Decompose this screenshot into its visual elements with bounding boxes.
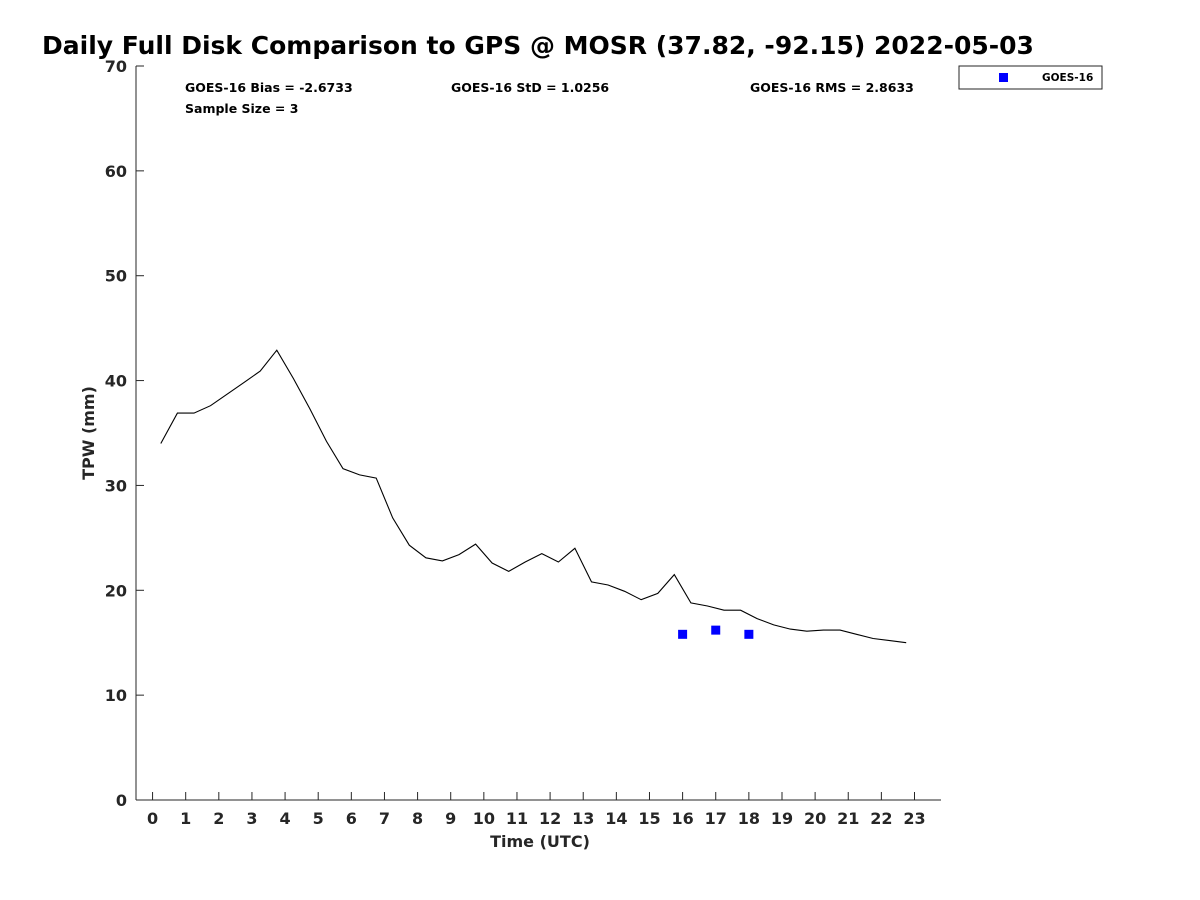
y-tick-label: 40 [105,372,127,391]
x-tick-label: 8 [412,809,423,828]
x-tick-label: 23 [903,809,925,828]
y-tick-label: 50 [105,267,127,286]
x-tick-label: 11 [506,809,528,828]
legend: GOES-16 [958,65,1103,90]
x-tick-label: 2 [213,809,224,828]
y-tick-label: 30 [105,476,127,495]
x-tick-label: 17 [705,809,727,828]
x-axis-label: Time (UTC) [490,832,590,851]
x-tick-label: 10 [473,809,495,828]
bias-stat: GOES-16 Bias = -2.6733 [185,80,353,95]
legend-box [958,65,1103,90]
chart-title: Daily Full Disk Comparison to GPS @ MOSR… [42,31,1034,60]
y-tick-label: 70 [105,57,127,76]
x-tick-label: 1 [180,809,191,828]
x-tick-label: 14 [605,809,627,828]
x-tick-label: 9 [445,809,456,828]
goes-16-point [711,625,721,635]
y-ticks: 0 10 20 30 40 50 60 70 [105,57,144,810]
y-tick-label: 20 [105,581,127,600]
x-tick-label: 7 [379,809,390,828]
legend-marker-goes-16 [999,73,1008,82]
x-tick-label: 0 [147,809,158,828]
x-tick-label: 3 [246,809,257,828]
x-tick-label: 20 [804,809,826,828]
x-tick-label: 6 [346,809,357,828]
x-tick-label: 16 [671,809,693,828]
x-tick-label: 22 [870,809,892,828]
legend-label-goes-16: GOES-16 [1042,72,1093,84]
sample-size-stat: Sample Size = 3 [185,101,298,116]
y-tick-label: 60 [105,162,127,181]
x-ticks: 0 1 2 3 4 5 6 7 8 9 10 11 12 13 14 15 16 17 18 19 20 21 22 23 [147,792,926,828]
x-tick-label: 18 [738,809,760,828]
x-tick-label: 19 [771,809,793,828]
x-tick-label: 5 [313,809,324,828]
goes-16-point [678,629,688,639]
goes-16-point [744,629,754,639]
gps-tpw-line [160,349,907,644]
y-tick-label: 0 [116,791,127,810]
x-tick-label: 4 [280,809,291,828]
x-tick-label: 15 [638,809,660,828]
std-stat: GOES-16 StD = 1.0256 [451,80,609,95]
y-axis-label: TPW (mm) [79,386,98,480]
series-layer [160,349,907,644]
x-tick-label: 12 [539,809,561,828]
x-tick-label: 21 [837,809,859,828]
y-tick-label: 10 [105,686,127,705]
rms-stat: GOES-16 RMS = 2.8633 [750,80,914,95]
x-tick-label: 13 [572,809,594,828]
